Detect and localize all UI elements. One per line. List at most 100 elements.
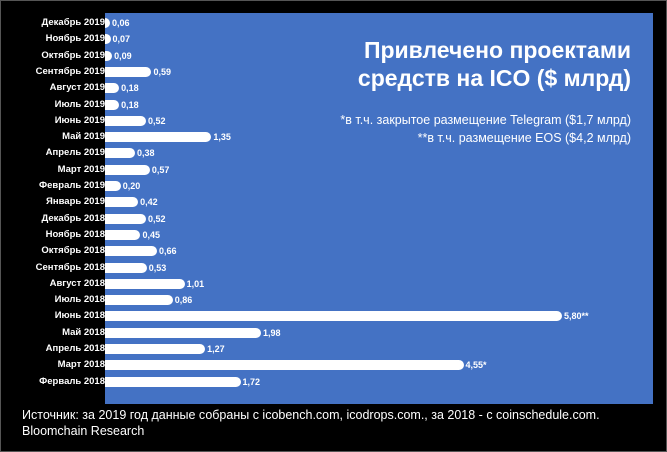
category-label: Июнь 2019 [54,114,105,126]
bar-row: Август 2018 1,01 [0,276,667,292]
chart-title-line-1: Привлечено проектами [363,37,631,63]
source-line-1: Источник: за 2019 год данные собраны с i… [22,408,600,422]
value-label: 0,20 [122,181,141,191]
bar [105,34,111,45]
bar-row: Май 2018 1,98 [0,325,667,341]
bar-row: Июль 2018 0,86 [0,292,667,308]
bar-row: Март 2019 0,57 [0,162,667,178]
bar [105,213,146,224]
category-label: Октябрь 2019 [41,49,105,61]
bar [105,164,150,175]
value-label: 0,09 [114,50,132,61]
category-label: Декабрь 2018 [41,212,106,224]
value-label: 0,53 [148,262,167,273]
value-label: 0,18 [121,99,139,110]
value-label: 0,06 [112,18,130,28]
value-label: 0,86 [174,295,193,306]
category-label: Июль 2019 [54,98,105,110]
bar [105,376,241,387]
chart-title-line-2: средств на ICO ($ млрд) [357,65,631,91]
source-caption: Источник: за 2019 год данные собраны с i… [22,407,600,439]
bar [105,360,464,371]
bar [105,181,121,191]
value-label: 5,80** [564,311,589,322]
category-label: Июль 2018 [54,294,105,306]
value-label: 0,07 [112,34,131,45]
footnote-eos: **в т.ч. размещение EOS ($4,2 млрд) [417,131,631,145]
bar-row: Март 2018 4,55* [0,357,667,373]
category-label: Август 2019 [49,82,105,94]
bar [105,99,120,110]
category-label: Декабрь 2019 [41,17,106,28]
bar-row: Декабрь 2018 0,52 [0,211,667,227]
bar-row: Февраль 2019 0,20 [0,178,667,194]
category-label: Январь 2019 [46,196,105,208]
category-label: Июнь 2018 [54,310,105,322]
category-label: Ноябрь 2019 [45,33,105,45]
category-label: Ноябрь 2018 [45,228,105,240]
value-label: 1,35 [213,132,231,143]
bar-row: Октябрь 2018 0,66 [0,243,667,259]
category-label: Октябрь 2018 [41,245,105,257]
category-label: Сентябрь 2018 [35,261,105,273]
category-label: Май 2019 [62,131,105,143]
value-label: 0,66 [159,246,177,257]
source-line-2: Bloomchain Research [22,424,145,438]
category-label: Сентябрь 2019 [35,65,105,77]
bar-row: Январь 2019 0,42 [0,194,667,210]
category-label: Август 2018 [49,277,105,289]
plot-area [105,13,653,404]
bar [105,295,173,306]
bar [105,148,135,159]
bar [105,344,206,354]
bar-row: Май 2019 1,35 [0,129,667,145]
bar-row: Ноябрь 2019 0,07 [0,31,667,47]
value-label: 0,59 [153,66,172,77]
bar [105,311,563,322]
value-label: 0,52 [147,213,166,224]
value-label: 1,98 [263,327,281,338]
footnote-telegram: *в т.ч. закрытое размещение Telegram ($1… [340,113,631,127]
category-label: Май 2018 [62,326,105,338]
bar-row: Август 2019 0,18 [0,80,667,96]
category-label: Апрель 2018 [45,343,105,354]
bar [105,229,141,240]
category-label: Март 2019 [57,163,105,175]
bar [105,197,139,208]
value-label: 0,38 [136,148,155,159]
bar [105,327,262,338]
bar-row: Декабрь 2019 0,06 [0,15,667,31]
bar [105,278,185,289]
value-label: 1,01 [186,278,205,289]
bar-row: Июнь 2019 0,52 [0,113,667,129]
bar-row: Апрель 2019 0,38 [0,145,667,161]
bar [105,50,113,61]
bar-row: Ноябрь 2018 0,45 [0,227,667,243]
bar [105,262,147,273]
bar-row: Июнь 2018 5,80** [0,308,667,324]
value-label: 0,45 [142,229,160,240]
bar-row: Октябрь 2019 0,09 [0,48,667,64]
bar-row: Июль 2019 0,18 [0,97,667,113]
value-label: 0,18 [121,83,139,94]
value-label: 0,57 [151,164,170,175]
value-label: 1,72 [242,376,261,387]
bar [105,132,212,143]
bar-row: Сентябрь 2019 0,59 [0,64,667,80]
value-label: 4,55* [465,360,487,371]
bar [105,18,110,28]
bar [105,83,120,94]
category-label: Март 2018 [57,359,105,371]
bar [105,115,146,126]
bar-row: Апрель 2018 1,27 [0,341,667,357]
category-label: Февраль 2019 [39,180,105,191]
bar [105,66,152,77]
bar [105,246,157,257]
bar-row: Сентябрь 2018 0,53 [0,260,667,276]
category-label: Апрель 2019 [45,147,105,159]
bar-row: Ферваль 2018 1,72 [0,374,667,390]
chart-title: Привлечено проектами средств на ICO ($ м… [358,36,631,92]
value-label: 0,42 [140,197,158,208]
value-label: 1,27 [207,344,225,354]
category-label: Ферваль 2018 [39,375,105,387]
